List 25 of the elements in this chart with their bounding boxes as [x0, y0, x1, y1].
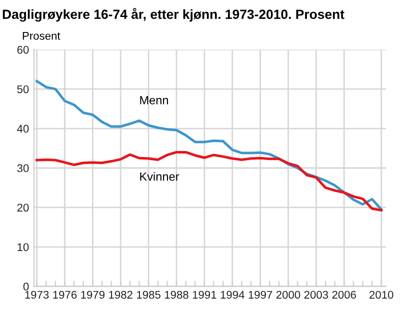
x-tick-label: 1982: [109, 290, 132, 299]
y-tick-label: 50: [17, 85, 29, 94]
y-tick-label: 10: [18, 243, 29, 252]
x-tick-label: 2006: [332, 290, 356, 299]
x-tick-label: 1991: [192, 290, 216, 299]
chart-title: Dagligrøykere 16-74 år, etter kjønn. 1973-2010. Prosent: [2, 8, 344, 22]
y-tick-label: 40: [17, 124, 29, 133]
x-tick-label: 2010: [370, 290, 394, 299]
x-tick-label: 1988: [164, 290, 188, 299]
series-label: Kvinner: [140, 172, 180, 181]
series-label: Menn: [140, 96, 168, 104]
x-tick-label: 2000: [276, 290, 300, 299]
y-tick-label: 0: [23, 282, 29, 291]
y-tick-label: 30: [17, 164, 29, 172]
x-tick-label: 1985: [137, 290, 160, 299]
x-tick-label: 1997: [248, 290, 272, 299]
y-axis-title: Prosent: [22, 32, 60, 40]
y-tick-label: 60: [17, 46, 29, 54]
x-tick-label: 2003: [304, 290, 328, 299]
x-tick-label: 1976: [53, 290, 77, 299]
x-tick-label: 1994: [220, 290, 244, 299]
x-tick-label: 1979: [81, 290, 104, 299]
y-tick-label: 20: [17, 204, 29, 212]
x-tick-label: 1973: [25, 290, 49, 299]
line-series: [36, 150, 383, 212]
